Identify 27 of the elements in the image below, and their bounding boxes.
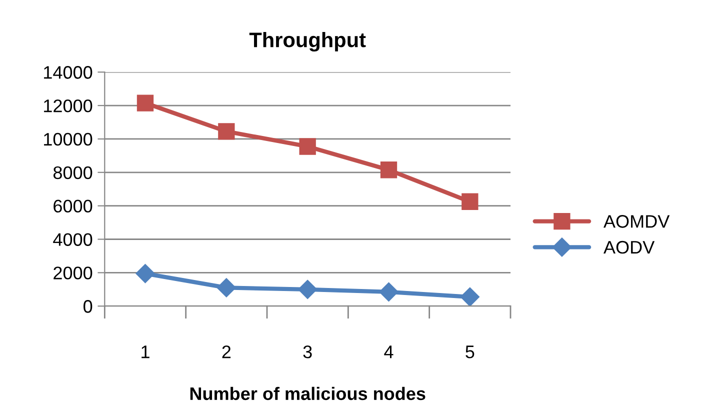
point [136, 264, 155, 284]
x-tick-label: 4 [384, 346, 394, 358]
y-tick-label: 0 [84, 300, 92, 313]
x-axis-title: Number of malicious nodes [190, 386, 426, 400]
chart-title: Throughput [249, 32, 366, 52]
legend-label: AODV [604, 240, 655, 254]
point [216, 278, 236, 298]
point [218, 123, 235, 140]
y-tick-label: 4000 [53, 233, 92, 246]
x-tick-label: 3 [303, 345, 312, 358]
y-tick-label: 12000 [44, 99, 92, 112]
point [136, 94, 154, 112]
point [298, 280, 318, 299]
point [460, 287, 480, 306]
y-tick-label: 2000 [54, 266, 92, 280]
legend-label: AOMDV [604, 215, 670, 228]
point [380, 162, 398, 178]
x-tick-label: 5 [466, 346, 474, 358]
x-tick-label: 2 [222, 345, 231, 358]
y-tick-label: 8000 [53, 166, 92, 180]
y-tick-label: 14000 [44, 66, 92, 79]
x-tick-label: 1 [142, 346, 150, 358]
point [299, 138, 316, 155]
y-tick-label: 6000 [54, 200, 92, 213]
point [379, 282, 398, 302]
point [462, 193, 478, 210]
y-tick-label: 10000 [44, 132, 92, 146]
